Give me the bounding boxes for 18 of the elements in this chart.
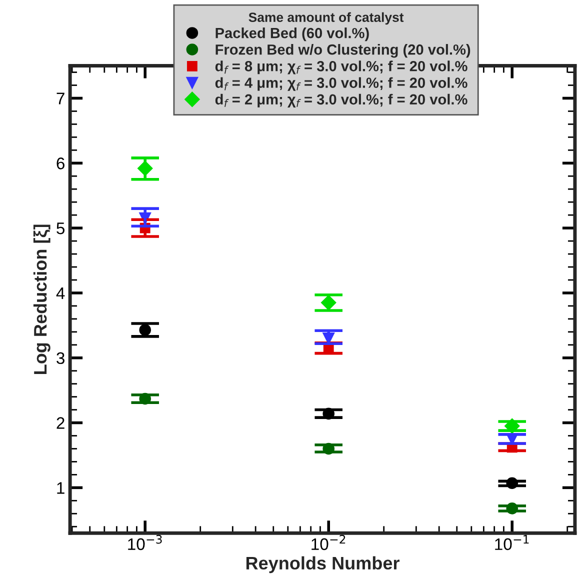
y-tick-label: 2 (56, 417, 64, 429)
legend-label: Packed Bed (60 vol.%) (216, 28, 369, 42)
y-tick-label: 4 (56, 288, 65, 299)
legend-title: Same amount of catalyst (248, 12, 404, 25)
x-axis-title: Reynolds Number (246, 556, 400, 574)
y-tick-label: 7 (56, 92, 64, 104)
x-tick-label: 10$^{−2}$ (312, 534, 346, 550)
x-tick-label: 10$^{−3}$ (128, 534, 162, 550)
y-tick-label: 1 (57, 482, 64, 494)
y-tick-label: 3 (56, 352, 64, 364)
legend-label: d$_{f}$ = 8 μm; χ$_{f}$ = 3.0 vol.%; f = 20 vol.% (215, 60, 468, 74)
y-axis-title: Log Reduction [ξ] (33, 224, 50, 374)
y-tick-label: 5 (56, 222, 64, 234)
legend-label: d$_{f}$ = 4 μm; χ$_{f}$ = 3.0 vol.%; f = 20 vol.% (215, 77, 468, 91)
y-tick-label: 6 (56, 158, 64, 170)
x-tick-label: 10$^{−1}$ (495, 535, 529, 550)
legend-label: Frozen Bed w/o Clustering (20 vol.%) (216, 44, 470, 58)
legend-label: d$_{f}$ = 2 μm; χ$_{f}$ = 3.0 vol.%; f = 20 vol.% (215, 94, 468, 108)
